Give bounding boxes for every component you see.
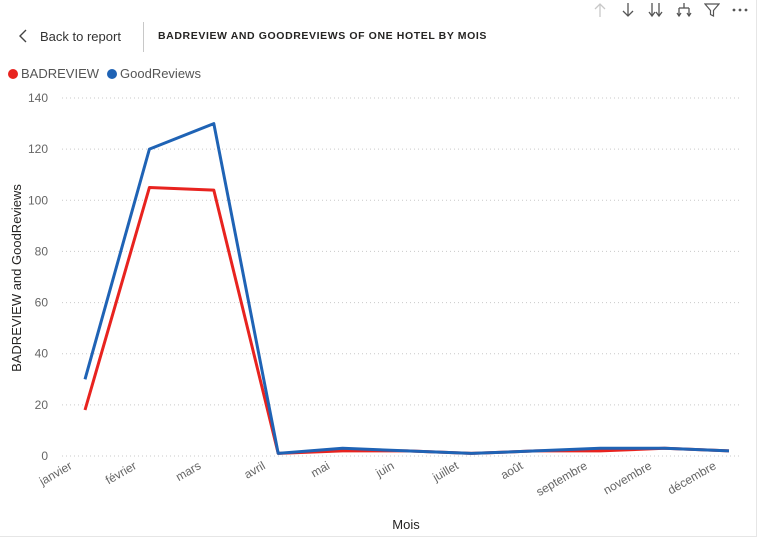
y-tick-label: 0 [41,449,48,463]
y-tick-label: 100 [28,193,48,207]
back-to-report-label: Back to report [40,28,121,44]
x-tick-label: août [498,458,526,482]
series-line-goodreviews[interactable] [83,122,730,455]
legend-marker-goodreviews [107,68,118,79]
more-options-icon [732,8,748,12]
x-tick-label: mars [173,458,203,483]
legend-item-badreview[interactable]: BADREVIEW [8,66,99,81]
expand-hierarchy-icon [676,3,692,18]
y-tick-label: 120 [28,142,48,156]
x-tick-label: septembre [534,458,590,499]
x-tick-label: février [103,458,139,487]
chart-title: BADREVIEW AND GOODREVIEWS OF ONE HOTEL B… [158,30,488,42]
arrow-up-icon [594,3,606,17]
y-axis-label: BADREVIEW and GoodReviews [9,184,24,372]
x-tick-label: novembre [601,458,654,497]
x-axis-label: Mois [392,517,420,532]
drill-down-button[interactable] [617,0,639,20]
legend-label-goodreviews: GoodReviews [120,66,201,81]
series-line-badreview[interactable] [83,186,730,455]
x-tick-label: juillet [429,458,461,485]
back-to-report-button[interactable]: Back to report [18,22,121,50]
more-options-button[interactable] [729,0,751,20]
chevron-left-icon [19,29,27,43]
drill-up-button[interactable] [589,0,611,20]
legend-marker-badreview [8,68,18,79]
legend-label-badreview: BADREVIEW [21,66,100,81]
double-arrow-down-icon [648,3,663,18]
y-tick-label: 20 [35,398,49,412]
x-tick-label: juin [372,458,396,480]
arrow-down-icon [622,3,634,17]
x-tick-label: décembre [665,458,718,497]
x-tick-label: mai [308,458,332,480]
x-tick-label: janvier [36,458,74,488]
y-tick-label: 40 [35,347,49,361]
visual-toolbar [589,0,751,20]
y-tick-label: 140 [28,91,48,105]
legend-item-goodreviews[interactable]: GoodReviews [107,66,201,81]
next-level-button[interactable] [645,0,667,20]
header-divider [143,22,144,52]
filter-button[interactable] [701,0,723,20]
filter-icon [704,3,720,17]
x-tick-label: avril [242,458,268,481]
expand-hierarchy-button[interactable] [673,0,695,20]
chart-legend: BADREVIEW GoodReviews [8,66,201,81]
y-tick-label: 80 [35,244,49,258]
y-tick-label: 60 [35,296,49,310]
